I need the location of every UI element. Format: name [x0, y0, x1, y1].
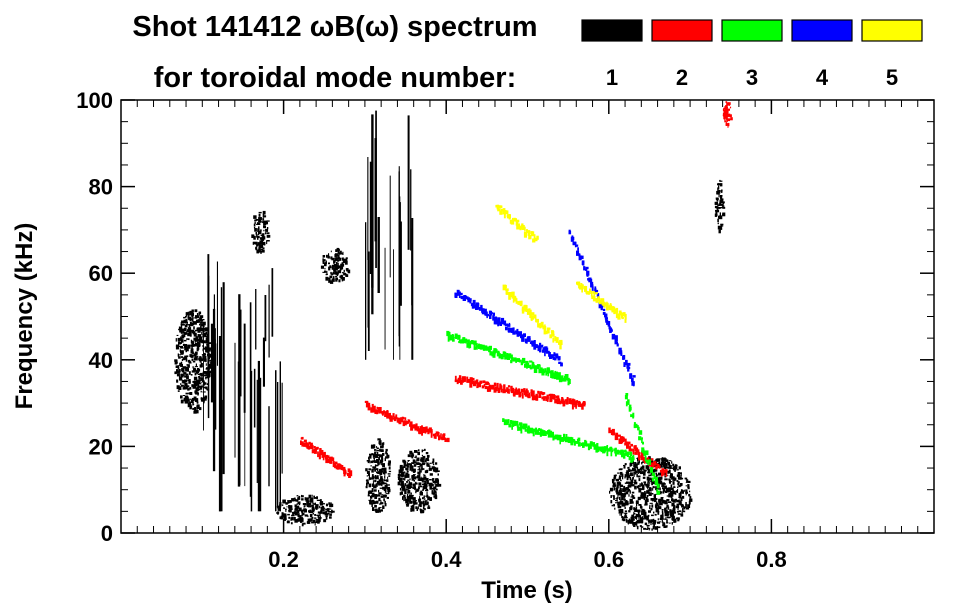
spectrum-region-mode-1 — [203, 254, 283, 512]
spectrum-region-mode-3 — [446, 330, 571, 386]
y-axis-label: Frequency (kHz) — [11, 223, 38, 410]
spectrum-region-mode-3 — [502, 418, 635, 463]
spectrum-region-mode-1 — [320, 247, 351, 284]
chart-title-line1: Shot 141412 ωB(ω) spectrum — [132, 11, 537, 43]
spectrum-region-mode-1 — [397, 448, 442, 514]
x-tick-label: 0.6 — [594, 547, 625, 572]
x-tick-label: 0.2 — [268, 547, 299, 572]
chart-title-line2: for toroidal mode number: — [154, 62, 517, 94]
y-tick-label: 100 — [76, 88, 113, 113]
spectrum-region-mode-1 — [714, 179, 726, 234]
spectrum-region-mode-5 — [502, 284, 563, 350]
legend-swatch-1 — [581, 19, 643, 42]
legend-label-3: 3 — [746, 65, 758, 90]
y-axis-ticks: 0 20 40 60 80 100 — [76, 88, 934, 546]
x-tick-label: 0.8 — [756, 547, 787, 572]
plot-frame — [120, 99, 935, 534]
legend-swatch-3 — [721, 19, 783, 42]
spectrum-region-mode-5 — [576, 281, 627, 323]
legend-swatch-4 — [791, 19, 853, 42]
legend-label-2: 2 — [676, 65, 688, 90]
y-tick-label: 20 — [89, 434, 113, 459]
plot-area — [174, 101, 733, 531]
spectrum-region-mode-4 — [568, 229, 636, 387]
legend-label-5: 5 — [886, 65, 898, 90]
spectrum-region-mode-5 — [495, 204, 539, 243]
spectrum-region-mode-1 — [365, 110, 414, 360]
legend: 1 2 3 4 5 — [581, 19, 923, 90]
spectrum-region-mode-1 — [276, 494, 335, 527]
spectrum-region-mode-4 — [454, 289, 563, 367]
spectrum-region-mode-1 — [609, 456, 693, 531]
y-tick-label: 40 — [89, 348, 113, 373]
x-axis-ticks: 0.2 0.4 0.6 0.8 — [136, 100, 919, 572]
legend-label-4: 4 — [816, 65, 829, 90]
spectrum-region-mode-2 — [608, 427, 668, 477]
legend-swatch-2 — [651, 19, 713, 42]
spectrum-region-mode-2 — [300, 436, 353, 478]
legend-label-1: 1 — [606, 65, 618, 90]
spectrum-region-mode-2 — [722, 101, 733, 128]
y-tick-label: 80 — [89, 175, 113, 200]
spectrum-region-mode-1 — [174, 309, 214, 414]
spectrum-region-mode-1 — [365, 438, 392, 513]
x-tick-label: 0.4 — [431, 547, 462, 572]
spectrum-region-mode-1 — [251, 210, 271, 254]
x-axis-label: Time (s) — [481, 577, 573, 604]
legend-swatch-5 — [861, 19, 923, 42]
spectrum-region-mode-3 — [624, 393, 661, 495]
y-tick-label: 60 — [89, 261, 113, 286]
spectrum-region-mode-2 — [454, 375, 586, 410]
spectrum-region-mode-2 — [364, 400, 450, 443]
y-tick-label: 0 — [101, 521, 113, 546]
